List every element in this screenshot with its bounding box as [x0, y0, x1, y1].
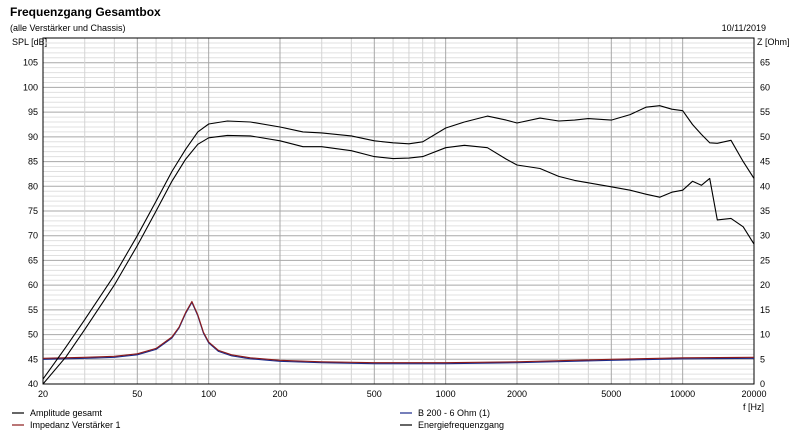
y-right-tick-label: 65: [760, 58, 770, 68]
chart-subtitle: (alle Verstärker und Chassis): [10, 23, 126, 33]
chart-date: 10/11/2019: [722, 23, 766, 33]
legend: Amplitude gesamt Impedanz Verstärker 1 B…: [12, 408, 504, 430]
y-left-axis-label: SPL [dB]: [12, 37, 47, 47]
series-line-b-200-6-ohm-1: [42, 301, 755, 365]
series-line-amplitude-gesamt: [42, 134, 755, 385]
y-right-tick-label: 10: [760, 330, 770, 340]
y-right-tick-label: 25: [760, 255, 770, 265]
x-tick-label: 200: [272, 389, 287, 399]
y-left-tick-label: 40: [28, 379, 38, 389]
y-left-tick-label: 100: [23, 82, 38, 92]
x-tick-label: 1000: [436, 389, 456, 399]
legend-label-b200: B 200 - 6 Ohm (1): [418, 408, 490, 418]
x-tick-label: 20000: [741, 389, 766, 399]
legend-label-energie: Energiefrequenzgang: [418, 420, 504, 430]
chart-title: Frequenzgang Gesamtbox: [10, 5, 161, 19]
series-line-energiefrequenzgang: [42, 105, 755, 380]
y-right-tick-label: 20: [760, 280, 770, 290]
y-right-tick-label: 50: [760, 132, 770, 142]
y-left-tick-label: 65: [28, 255, 38, 265]
x-axis-label: f [Hz]: [743, 402, 764, 412]
y-right-tick-label: 35: [760, 206, 770, 216]
y-left-tick-label: 85: [28, 157, 38, 167]
y-left-tick-label: 55: [28, 305, 38, 315]
y-left-tick-label: 45: [28, 354, 38, 364]
x-tick-label: 500: [367, 389, 382, 399]
tick-labels: 20 50 100 200 500 1000 2000 5000 10000 2000040455…: [23, 58, 770, 399]
series-line-impedanz-verst-rker-1: [42, 300, 755, 364]
x-tick-label: 10000: [670, 389, 695, 399]
y-right-tick-label: 0: [760, 379, 765, 389]
y-right-tick-label: 45: [760, 157, 770, 167]
x-tick-label: 100: [201, 389, 216, 399]
y-right-tick-label: 30: [760, 231, 770, 241]
plot-frame: [42, 37, 755, 385]
series-lines: [42, 105, 755, 385]
y-right-tick-label: 5: [760, 354, 765, 364]
y-left-tick-label: 80: [28, 181, 38, 191]
y-left-tick-label: 105: [23, 58, 38, 68]
y-left-tick-label: 70: [28, 231, 38, 241]
y-right-tick-label: 60: [760, 82, 770, 92]
x-tick-label: 5000: [601, 389, 621, 399]
legend-label-amplitude: Amplitude gesamt: [30, 408, 103, 418]
x-tick-label: 50: [132, 389, 142, 399]
y-right-tick-label: 15: [760, 305, 770, 315]
y-left-tick-label: 50: [28, 330, 38, 340]
y-right-tick-label: 55: [760, 107, 770, 117]
y-right-axis-label: Z [Ohm]: [757, 37, 790, 47]
x-tick-label: 20: [38, 389, 48, 399]
x-tick-label: 2000: [507, 389, 527, 399]
y-left-tick-label: 95: [28, 107, 38, 117]
y-right-tick-label: 40: [760, 181, 770, 191]
y-left-tick-label: 90: [28, 132, 38, 142]
y-left-tick-label: 75: [28, 206, 38, 216]
y-left-tick-label: 60: [28, 280, 38, 290]
grid-lines: [43, 38, 754, 384]
legend-label-impedanz: Impedanz Verstärker 1: [30, 420, 121, 430]
